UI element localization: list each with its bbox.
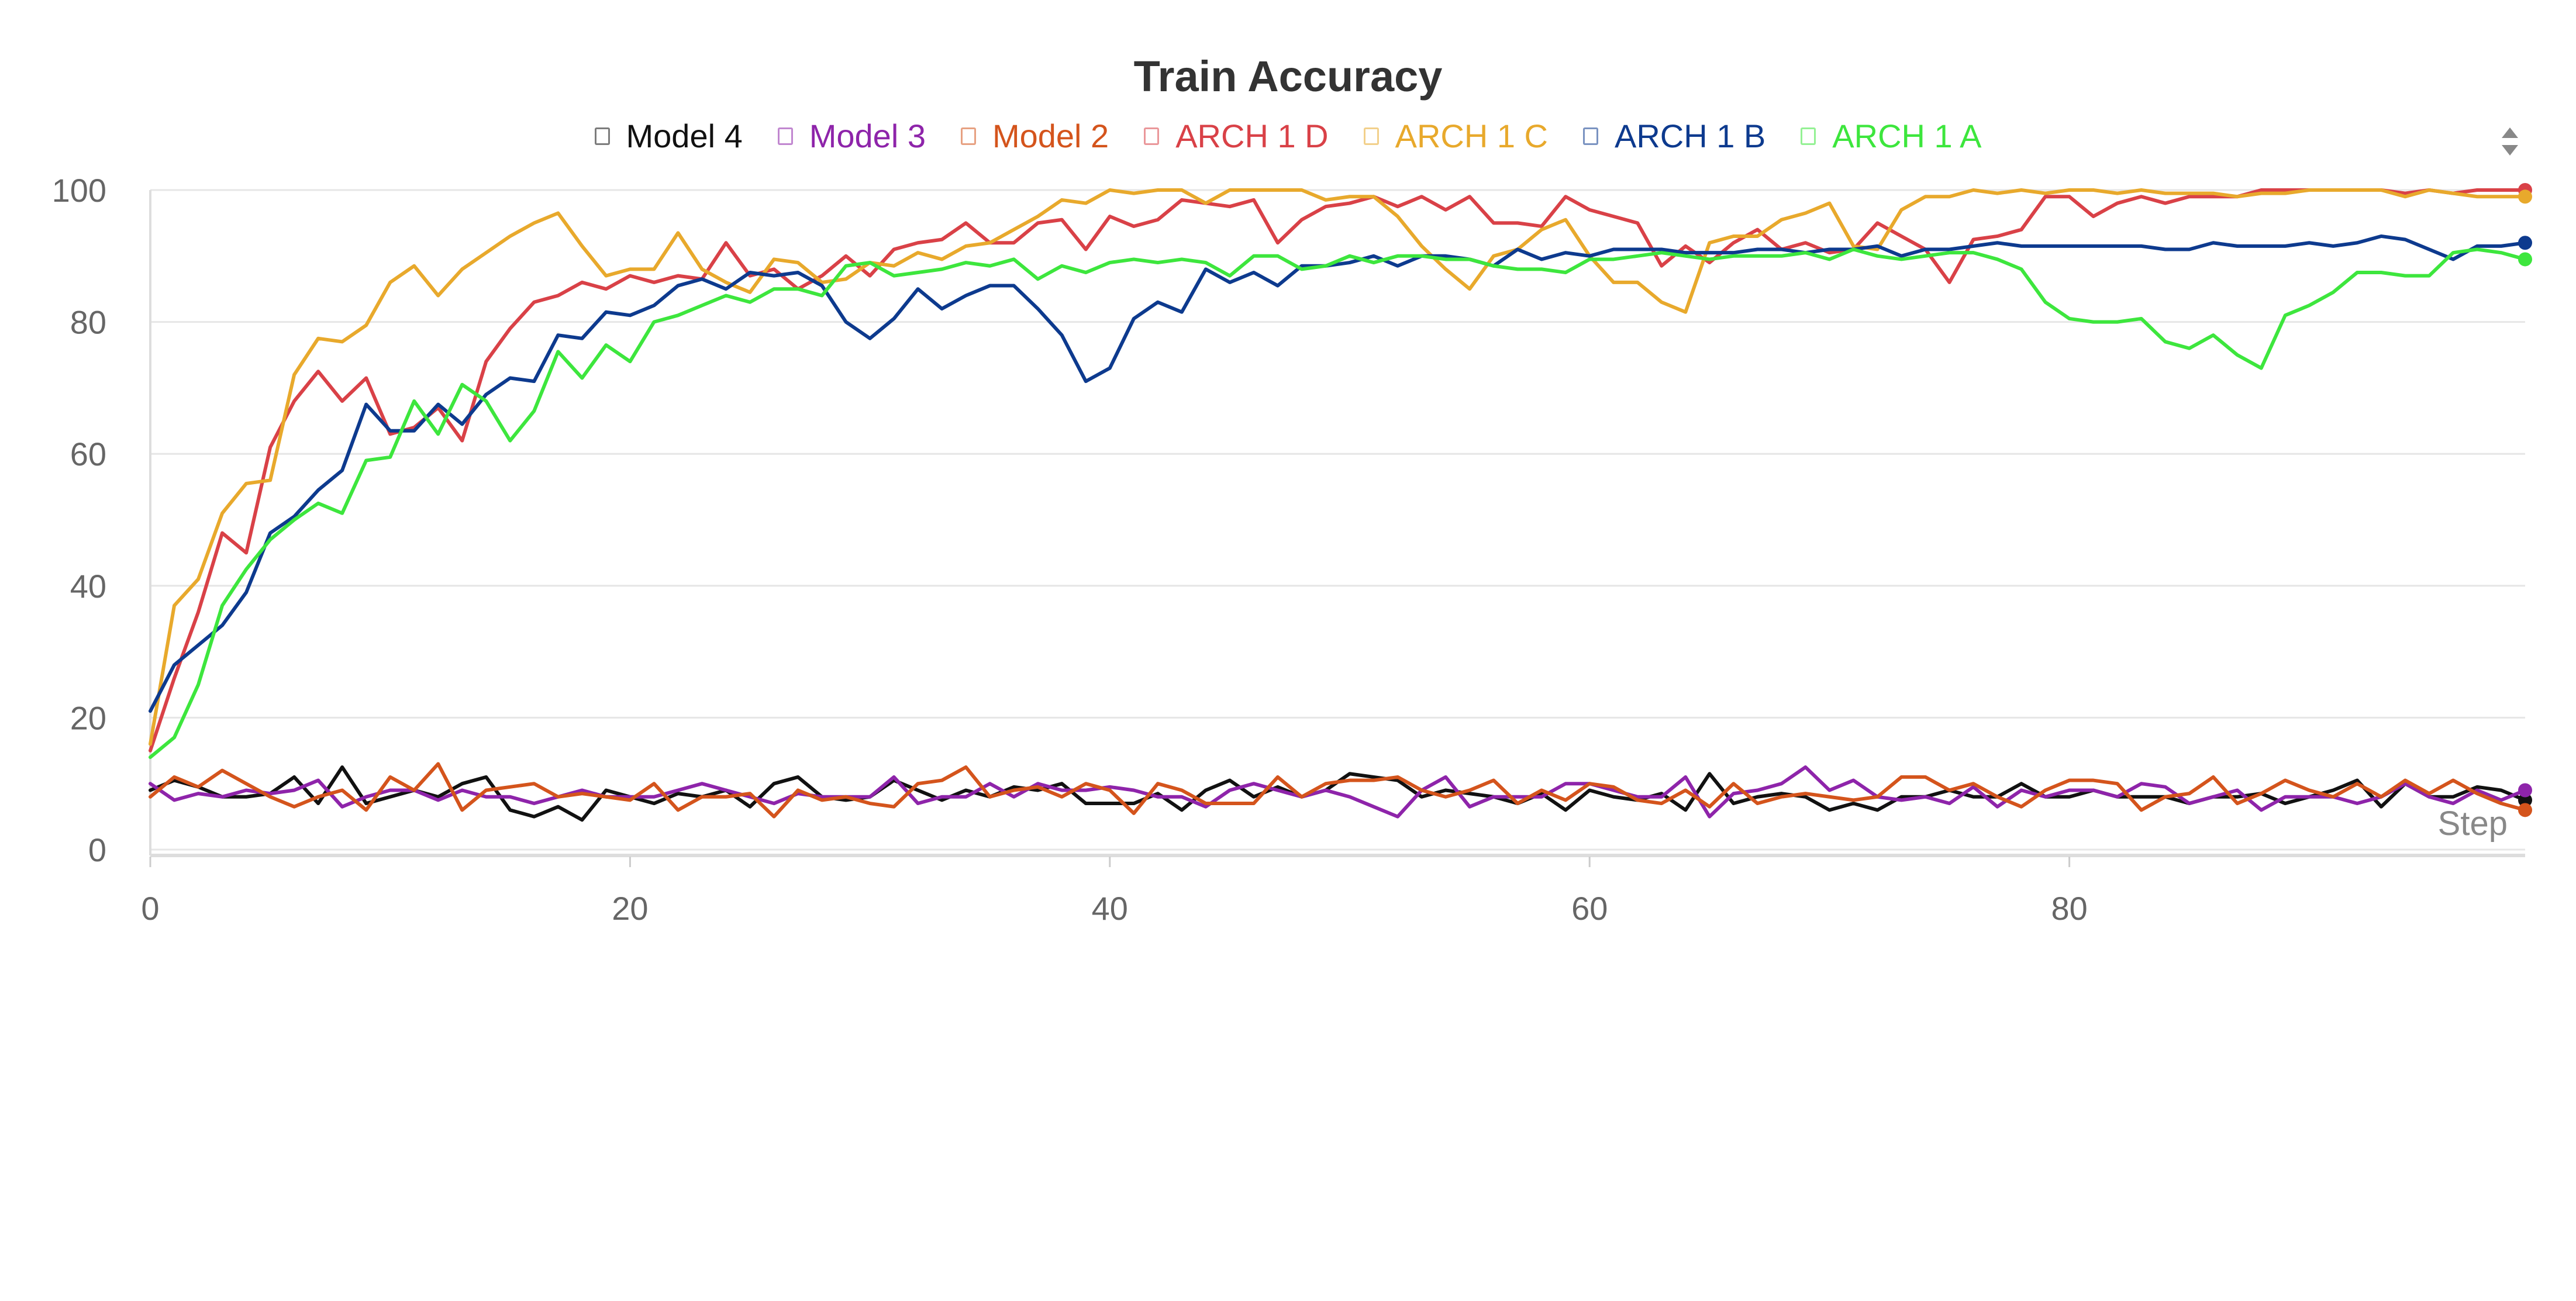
x-tick-label: 0 <box>141 890 159 927</box>
y-tick-label: 0 <box>88 831 106 868</box>
legend-item-model-2[interactable]: Model 2 <box>960 117 1109 155</box>
legend-label: ARCH 1 D <box>1175 118 1329 154</box>
legend-label: Model 2 <box>992 118 1109 154</box>
legend-item-model-4[interactable]: Model 4 <box>594 117 743 155</box>
legend-item-arch-1-b[interactable]: ARCH 1 B <box>1582 117 1766 155</box>
x-tick-label: 60 <box>1571 890 1608 927</box>
series-line-model-2[interactable] <box>149 762 2527 819</box>
legend-checkbox-icon[interactable] <box>960 127 976 145</box>
legend-item-model-3[interactable]: Model 3 <box>777 117 926 155</box>
legend-item-arch-1-c[interactable]: ARCH 1 C <box>1363 117 1548 155</box>
legend-scroll-arrows-icon[interactable] <box>2498 124 2522 159</box>
legend-label: Model 3 <box>809 118 926 154</box>
legend-checkbox-icon[interactable] <box>777 127 793 145</box>
legend-checkbox-icon[interactable] <box>1801 127 1816 145</box>
series-line-arch-1-a[interactable] <box>149 247 2527 760</box>
series-end-point-arch-1-c[interactable] <box>2518 189 2532 204</box>
y-tick-label: 20 <box>70 699 106 736</box>
legend-checkbox-icon[interactable] <box>1144 127 1160 145</box>
legend: Model 4 Model 3 Model 2 ARCH 1 D ARCH 1 C ARC… <box>0 117 2576 155</box>
series-line-arch-1-b[interactable] <box>149 234 2527 713</box>
series-end-point-model-4[interactable] <box>2518 793 2532 807</box>
legend-item-arch-1-a[interactable]: ARCH 1 A <box>1801 117 1981 155</box>
x-tick-label: 40 <box>1092 890 1128 927</box>
series-end-point-model-2[interactable] <box>2518 803 2532 817</box>
legend-checkbox-icon[interactable] <box>594 127 610 145</box>
y-tick-label: 60 <box>70 436 106 472</box>
series-line-arch-1-d[interactable] <box>149 188 2527 753</box>
legend-label: ARCH 1 A <box>1832 118 1982 154</box>
y-tick-label: 80 <box>70 304 106 341</box>
series-end-point-model-3[interactable] <box>2518 783 2532 798</box>
legend-label: ARCH 1 C <box>1395 118 1548 154</box>
y-tick-label: 40 <box>70 568 106 605</box>
series-line-model-3[interactable] <box>149 765 2527 819</box>
series-line-arch-1-c[interactable] <box>149 188 2527 746</box>
y-tick-label: 100 <box>52 172 106 209</box>
legend-item-arch-1-d[interactable]: ARCH 1 D <box>1144 117 1329 155</box>
legend-label: ARCH 1 B <box>1614 118 1766 154</box>
series-end-point-arch-1-b[interactable] <box>2518 236 2532 250</box>
legend-checkbox-icon[interactable] <box>1363 127 1379 145</box>
x-tick-label: 80 <box>2051 890 2087 927</box>
legend-checkbox-icon[interactable] <box>1582 127 1598 145</box>
x-axis-label: Step <box>2438 805 2508 843</box>
x-tick-label: 20 <box>612 890 648 927</box>
legend-label: Model 4 <box>626 118 743 154</box>
series-end-point-arch-1-a[interactable] <box>2518 252 2532 267</box>
chart-title: Train Accuracy <box>1133 52 1443 101</box>
